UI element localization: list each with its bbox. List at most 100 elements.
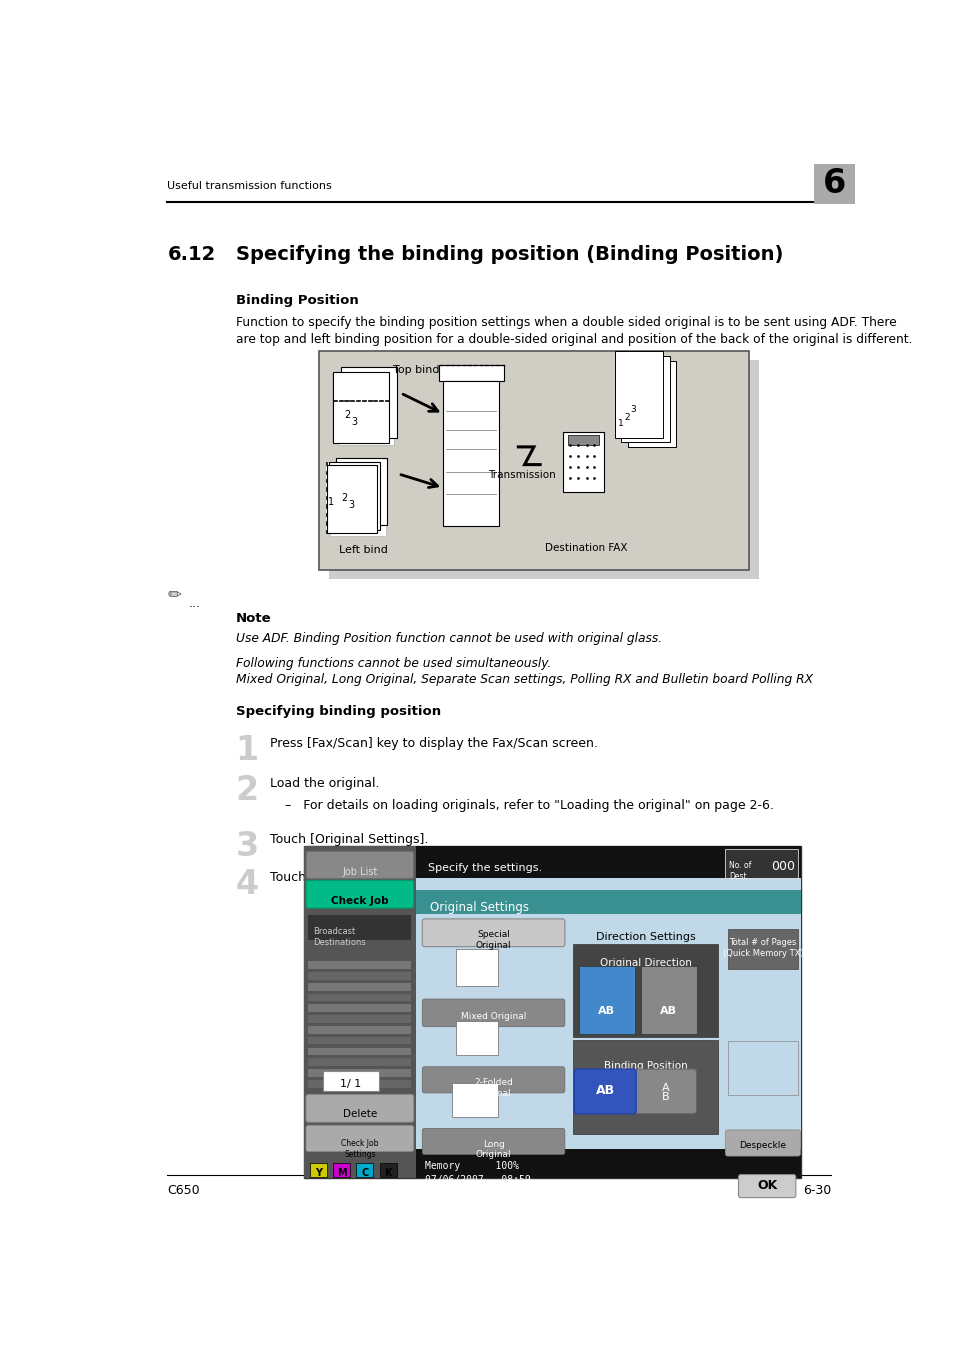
Bar [308, 983, 411, 991]
Bar [308, 961, 411, 969]
Bar [308, 1026, 411, 1034]
Text: 1: 1 [618, 418, 623, 428]
Text: Specify the settings.: Specify the settings. [427, 863, 541, 872]
Text: 6: 6 [822, 167, 845, 200]
Text: Left bind: Left bind [338, 544, 387, 555]
Text: 07/06/2007   08:59: 07/06/2007 08:59 [425, 1174, 531, 1184]
Text: Original Settings: Original Settings [430, 902, 529, 914]
Text: 2: 2 [344, 409, 350, 420]
Bar [620, 356, 669, 443]
Text: Check Job
Settings: Check Job Settings [341, 1139, 378, 1158]
Text: C: C [361, 1168, 368, 1177]
Text: Memory      100%: Memory 100% [425, 1161, 518, 1172]
Bar [416, 878, 801, 1179]
Text: Delete: Delete [342, 1110, 376, 1119]
Bar [310, 1162, 327, 1177]
Text: 2: 2 [340, 493, 347, 502]
Text: Transmission: Transmission [488, 470, 556, 481]
Text: 3: 3 [349, 501, 355, 510]
Text: Special
Original: Special Original [476, 930, 511, 950]
FancyBboxPatch shape [422, 919, 564, 946]
Text: Note: Note [235, 613, 271, 625]
Bar [723, 849, 798, 878]
Bar [308, 1080, 411, 1088]
Text: 2-Folded
Original: 2-Folded Original [474, 1079, 513, 1098]
Text: Following functions cannot be used simultaneously.: Following functions cannot be used simul… [235, 657, 550, 670]
Text: Mixed Original: Mixed Original [460, 1012, 526, 1021]
Bar [332, 373, 387, 440]
FancyBboxPatch shape [738, 1174, 795, 1197]
Text: M: M [336, 1168, 346, 1177]
Text: Use ADF. Binding Position function cannot be used with original glass.: Use ADF. Binding Position function canno… [235, 632, 661, 645]
Bar [567, 435, 598, 446]
FancyBboxPatch shape [306, 1126, 414, 1152]
Bar [335, 375, 390, 443]
Bar [328, 466, 383, 533]
Bar [319, 351, 748, 570]
FancyBboxPatch shape [306, 1095, 414, 1122]
FancyBboxPatch shape [306, 880, 414, 909]
Text: 6-30: 6-30 [802, 1184, 831, 1197]
Text: A
B: A B [661, 1083, 669, 1102]
Bar [323, 1071, 378, 1091]
Text: Destination FAX: Destination FAX [544, 543, 626, 554]
Text: Useful transmission functions: Useful transmission functions [167, 181, 332, 192]
FancyBboxPatch shape [634, 1069, 696, 1114]
Text: Direction Settings: Direction Settings [595, 931, 695, 942]
Text: Check Job: Check Job [331, 896, 388, 906]
FancyBboxPatch shape [422, 1066, 564, 1094]
Bar [416, 845, 801, 878]
Bar [727, 929, 798, 969]
Text: ✏: ✏ [167, 586, 181, 603]
Text: 6.12: 6.12 [167, 246, 215, 265]
Text: 2: 2 [623, 413, 629, 423]
Text: 2: 2 [235, 774, 258, 807]
Text: 3: 3 [630, 405, 636, 414]
Bar [308, 1048, 411, 1056]
Text: Press [Fax/Scan] key to display the Fax/Scan screen.: Press [Fax/Scan] key to display the Fax/… [270, 737, 597, 751]
Bar [308, 1058, 411, 1066]
Text: Long
Original: Long Original [476, 1139, 511, 1160]
Bar [379, 1162, 396, 1177]
Text: Mixed Original, Long Original, Separate Scan settings, Polling RX and Bulletin b: Mixed Original, Long Original, Separate … [235, 672, 812, 686]
Bar [452, 1083, 497, 1116]
Bar [340, 367, 396, 437]
Text: –   For details on loading originals, refer to "Loading the original" on page 2-: – For details on loading originals, refe… [285, 799, 773, 811]
Bar [572, 1040, 718, 1134]
Text: 1: 1 [328, 497, 334, 506]
FancyBboxPatch shape [422, 999, 564, 1027]
Text: Job List: Job List [342, 867, 377, 876]
Text: 000: 000 [770, 860, 794, 872]
Text: Total # of Pages
(Quick Memory TX): Total # of Pages (Quick Memory TX) [721, 938, 802, 957]
Text: No. of
Dest.: No. of Dest. [728, 861, 751, 880]
Bar [330, 468, 385, 536]
Bar [640, 965, 696, 1034]
Bar [303, 845, 801, 1179]
Bar [335, 458, 386, 525]
Bar [572, 944, 718, 1037]
Text: Top bind: Top bind [393, 364, 439, 374]
Text: Binding Position: Binding Position [603, 1061, 686, 1072]
FancyBboxPatch shape [306, 850, 414, 879]
FancyBboxPatch shape [574, 1069, 636, 1114]
Text: Y: Y [314, 1168, 321, 1177]
Bar [356, 1162, 373, 1177]
Bar [615, 351, 662, 437]
Bar [308, 972, 411, 980]
Text: Original Direction: Original Direction [598, 958, 691, 968]
Text: ...: ... [189, 597, 201, 610]
Text: 3: 3 [352, 417, 357, 428]
Text: Specifying the binding position (Binding Position): Specifying the binding position (Binding… [235, 246, 782, 265]
Text: K: K [384, 1168, 392, 1177]
Bar [727, 1041, 798, 1095]
Bar [308, 994, 411, 1002]
Bar [578, 965, 634, 1034]
Text: Binding Position: Binding Position [235, 294, 358, 308]
Text: 1: 1 [235, 734, 258, 767]
Bar [456, 949, 497, 986]
Text: Specifying binding position: Specifying binding position [235, 705, 440, 718]
Bar [308, 1069, 411, 1077]
Bar [308, 1037, 411, 1045]
Bar [308, 1004, 411, 1012]
FancyBboxPatch shape [422, 1129, 564, 1154]
